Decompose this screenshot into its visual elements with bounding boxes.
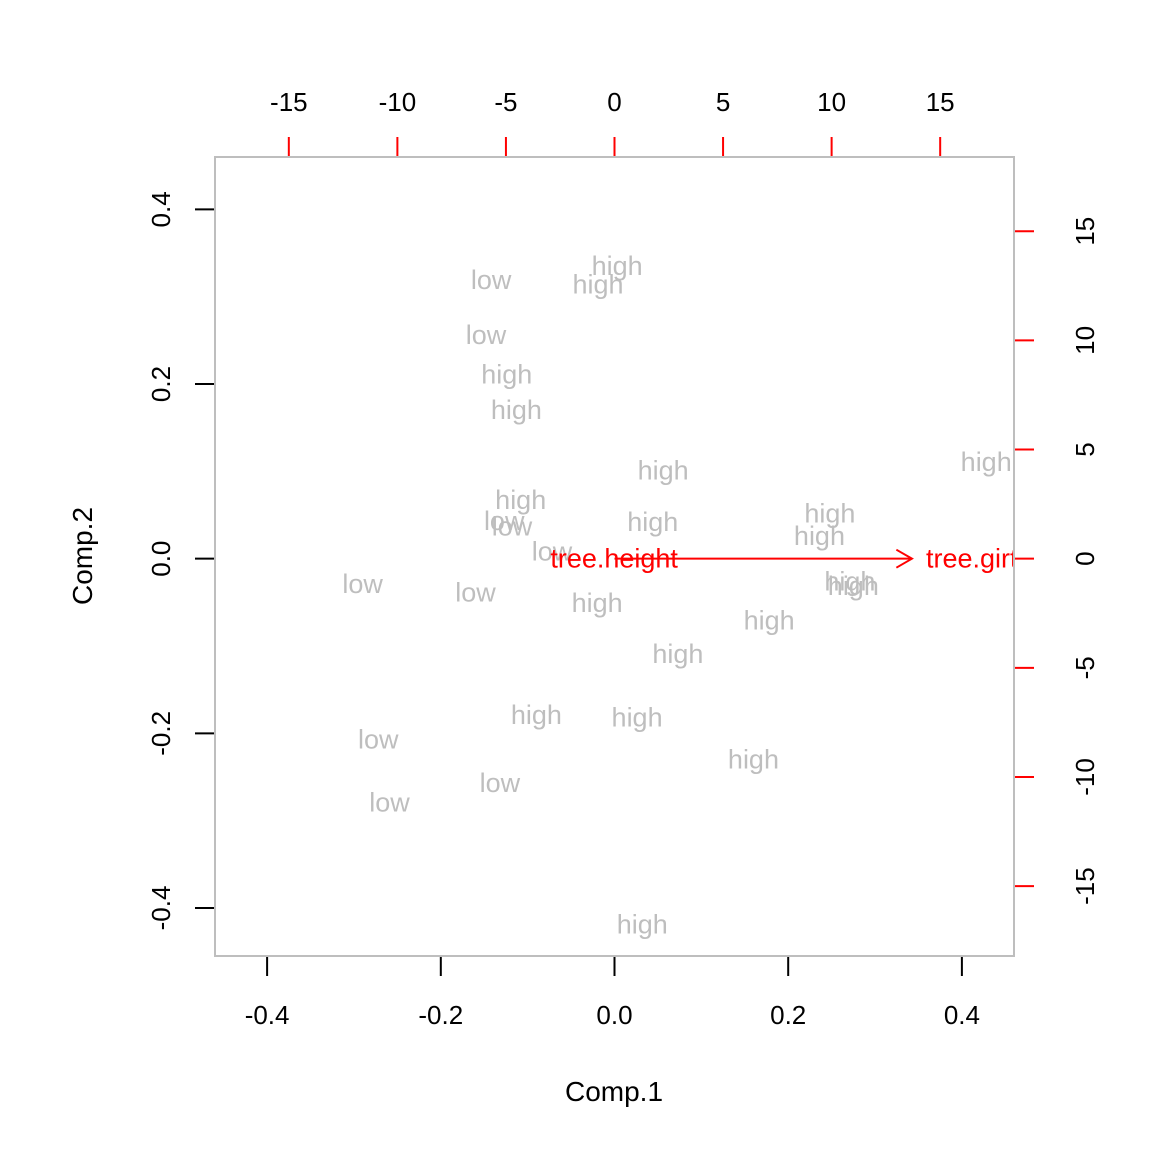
- point-label: high: [617, 910, 668, 940]
- point-label: low: [466, 320, 507, 350]
- point-label: high: [495, 485, 546, 515]
- y-tick-label: 0.2: [146, 366, 176, 402]
- y-tick-label: 0.0: [146, 541, 176, 577]
- point-label: low: [471, 265, 512, 295]
- point-label: high: [824, 566, 875, 596]
- x-tick-label: -0.4: [245, 1000, 290, 1030]
- point-label: high: [744, 606, 795, 636]
- secondary-y-tick-label: 0: [1070, 551, 1100, 565]
- x-tick-label: -0.2: [418, 1000, 463, 1030]
- y-tick-label: -0.4: [146, 886, 176, 931]
- point-label: high: [572, 269, 623, 299]
- y-tick-label: 0.4: [146, 191, 176, 227]
- point-label: high: [511, 700, 562, 730]
- loading-arrow-head: [895, 548, 914, 569]
- point-label: high: [728, 745, 779, 775]
- point-label: low: [492, 511, 533, 541]
- point-label: low: [455, 578, 496, 608]
- point-label: high: [612, 703, 663, 733]
- primary-x-axis: -0.4 -0.2 0.0 0.2 0.4: [245, 955, 980, 1030]
- secondary-x-tick-label: 15: [926, 87, 955, 117]
- point-label: high: [592, 251, 643, 281]
- loading-label: tree.girth: [926, 544, 1033, 574]
- secondary-y-tick-label: 10: [1070, 326, 1100, 355]
- point-label: high: [961, 447, 1012, 477]
- secondary-x-tick-label: 0: [607, 87, 621, 117]
- point-label: low: [358, 724, 399, 754]
- point-label: high: [828, 571, 879, 601]
- x-tick-label: 0.4: [944, 1000, 980, 1030]
- secondary-y-tick-label: -10: [1070, 758, 1100, 796]
- point-label: high: [481, 359, 532, 389]
- secondary-y-tick-label: -5: [1070, 656, 1100, 679]
- point-label: high: [638, 455, 689, 485]
- point-label: low: [480, 768, 521, 798]
- secondary-y-tick-label: 15: [1070, 217, 1100, 246]
- secondary-y-tick-label: -15: [1070, 867, 1100, 905]
- plot-frame: [214, 156, 1015, 957]
- secondary-x-tick-label: 5: [716, 87, 730, 117]
- point-label: high: [491, 395, 542, 425]
- point-label: low: [342, 569, 383, 599]
- y-tick-label: -0.2: [146, 711, 176, 756]
- x-axis-title: Comp.1: [565, 1076, 663, 1107]
- point-label: high: [652, 639, 703, 669]
- point-label: low: [484, 506, 525, 536]
- secondary-x-tick-label: -15: [270, 87, 308, 117]
- point-label: high: [804, 498, 855, 528]
- point-label: high: [572, 588, 623, 618]
- y-axis-title: Comp.2: [67, 507, 98, 605]
- secondary-x-tick-label: 10: [817, 87, 846, 117]
- point-label: high: [627, 507, 678, 537]
- secondary-x-tick-label: -10: [379, 87, 417, 117]
- secondary-y-tick-label: 5: [1070, 442, 1100, 456]
- secondary-x-tick-label: -5: [494, 87, 517, 117]
- x-tick-label: 0.0: [596, 1000, 632, 1030]
- point-label: high: [794, 521, 845, 551]
- loadings-layer: tree.height tree.girth: [550, 544, 1033, 574]
- point-label: low: [532, 537, 573, 567]
- x-tick-label: 0.2: [770, 1000, 806, 1030]
- point-label: low: [369, 787, 410, 817]
